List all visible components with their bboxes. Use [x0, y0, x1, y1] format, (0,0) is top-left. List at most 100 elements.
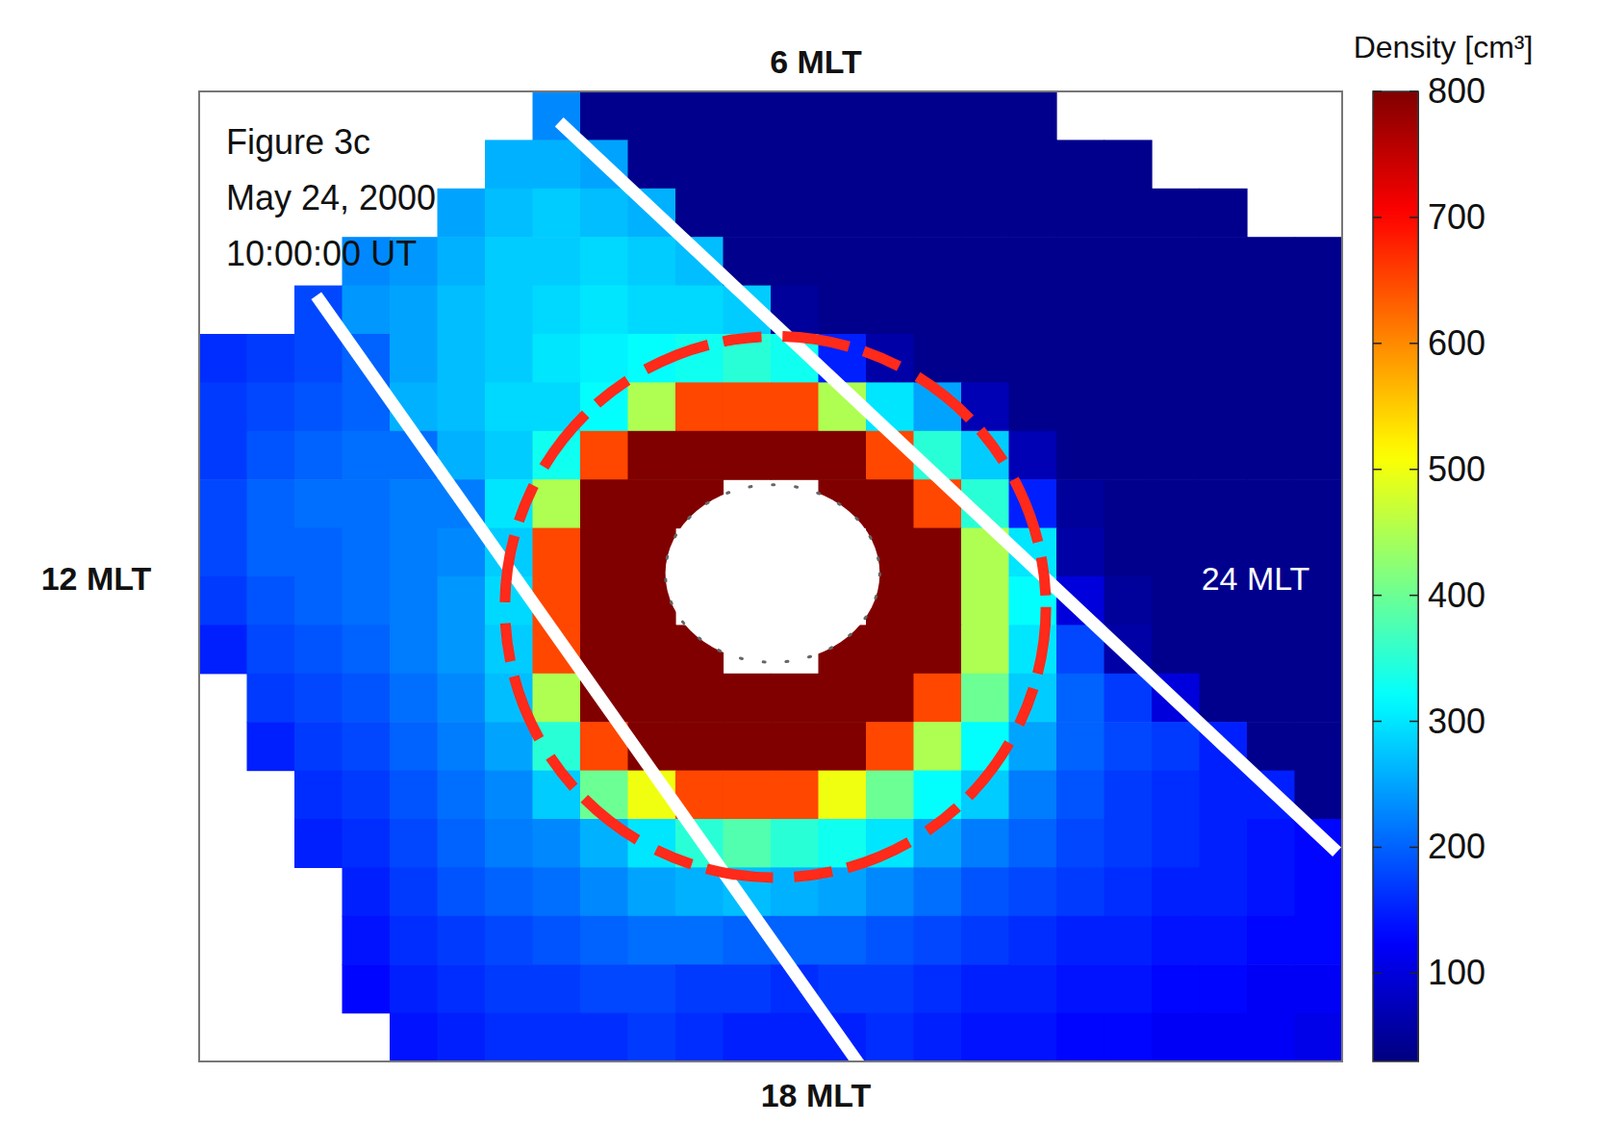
heatmap-cell	[1199, 673, 1248, 723]
heatmap-cell	[342, 479, 391, 529]
heatmap-cell	[580, 285, 629, 335]
heatmap-cell	[818, 91, 867, 141]
heatmap-cell	[1151, 964, 1200, 1014]
heatmap-cell	[342, 915, 391, 966]
heatmap-cell	[628, 479, 677, 529]
heatmap-cell	[675, 721, 724, 771]
heatmap-cell	[342, 431, 391, 481]
heatmap-cell	[437, 381, 486, 432]
heatmap-cell	[1056, 285, 1105, 335]
heatmap-cell	[1151, 381, 1200, 432]
colorbar-tick-label: 400	[1427, 575, 1486, 615]
heatmap-cell	[484, 915, 534, 966]
colorbar-tick-mark	[1372, 342, 1382, 345]
heatmap-cell	[437, 721, 486, 771]
heatmap-cell	[247, 576, 296, 626]
heatmap-cell	[865, 236, 915, 286]
heatmap-cell	[770, 91, 819, 141]
heatmap-cell	[628, 964, 677, 1014]
heatmap-cell	[484, 1013, 534, 1062]
heatmap-cell	[675, 673, 724, 723]
heatmap-cell	[484, 285, 534, 335]
heatmap-cell	[675, 381, 724, 432]
heatmap-cell	[1104, 818, 1153, 868]
heatmap-cell	[961, 333, 1010, 383]
heatmap-cell	[961, 576, 1010, 626]
heatmap-cell	[389, 479, 438, 529]
heatmap-cell	[484, 236, 534, 286]
colorbar-tick: 400	[1418, 575, 1486, 615]
heatmap-cell	[961, 673, 1010, 723]
colorbar-axis: 100200300400500600700800	[1418, 71, 1486, 1062]
heatmap-cell	[1151, 721, 1200, 771]
heatmap-cell	[675, 964, 724, 1014]
heatmap-cell	[628, 624, 677, 674]
heatmap-cell	[437, 673, 486, 723]
heatmap-cell	[389, 866, 438, 916]
heatmap-cell	[1104, 866, 1153, 916]
heatmap-cell	[770, 139, 819, 189]
heatmap-cell	[484, 381, 534, 432]
heatmap-cell	[961, 1013, 1010, 1062]
heatmap-cell	[914, 673, 963, 723]
heatmap-cell	[1009, 721, 1058, 771]
heatmap-cell	[628, 91, 677, 141]
heatmap-cell	[1151, 624, 1200, 674]
colorbar-tick-mark	[1409, 90, 1419, 93]
heatmap-cell	[389, 818, 438, 868]
heatmap-cell	[389, 770, 438, 820]
heatmap-cell	[580, 964, 629, 1014]
chart-root: Figure 3cMay 24, 200010:00:00 UT6 MLT12 …	[0, 0, 1600, 1124]
plot-frame	[199, 91, 1343, 1062]
heatmap-cell	[247, 431, 296, 481]
heatmap-cell	[1056, 673, 1105, 723]
heatmap-cell	[770, 431, 819, 481]
heatmap-cell	[1151, 576, 1200, 626]
heatmap-cell	[770, 188, 819, 238]
heatmap-cell	[247, 528, 296, 578]
heatmap-cell	[1246, 673, 1296, 723]
colorbar-tick-label: 100	[1427, 952, 1486, 992]
heatmap-cell	[961, 381, 1010, 432]
heatmap-cell	[484, 431, 534, 481]
heatmap-cell	[389, 624, 438, 674]
heatmap-cell	[1295, 721, 1344, 771]
heatmap-cell	[723, 673, 772, 723]
heatmap-cell	[1295, 479, 1344, 529]
heatmap-cell	[437, 624, 486, 674]
heatmap-cell	[199, 333, 248, 383]
heatmap-cell	[914, 915, 963, 966]
heatmap-cell	[533, 673, 582, 723]
colorbar-tick-mark	[1372, 468, 1382, 471]
colorbar-tick: 600	[1418, 323, 1486, 363]
colorbar: 100200300400500600700800 Density [cm³]	[1353, 29, 1534, 1063]
heatmap-cell	[342, 866, 391, 916]
heatmap-cell	[961, 624, 1010, 674]
heatmap-cell	[342, 964, 391, 1014]
heatmap-cell	[533, 479, 582, 529]
heatmap-cell	[247, 333, 296, 383]
heatmap-cell	[1246, 333, 1296, 383]
heatmap-cell	[484, 818, 534, 868]
heatmap-cell	[818, 431, 867, 481]
mlt-label: 6 MLT	[769, 43, 863, 80]
heatmap-cell	[1104, 431, 1153, 481]
colorbar-tick-mark	[1409, 468, 1419, 471]
heatmap-cell	[914, 624, 963, 674]
heatmap-cell	[580, 528, 629, 578]
heatmap-cell	[1056, 964, 1105, 1014]
heatmap-cell	[1056, 528, 1105, 578]
heatmap-cell	[1009, 285, 1058, 335]
colorbar-title: Density [cm³]	[1353, 29, 1534, 65]
heatmap-cell	[294, 576, 343, 626]
heatmap-cell	[1104, 1013, 1153, 1062]
heatmap-cell	[1104, 139, 1153, 189]
heatmap-cell	[1151, 285, 1200, 335]
heatmap-cell	[533, 770, 582, 820]
heatmap-cell	[437, 818, 486, 868]
heatmap-cell	[818, 721, 867, 771]
heatmap-cell	[247, 624, 296, 674]
heatmap-cell	[914, 964, 963, 1014]
colorbar-tick-mark	[1372, 594, 1382, 597]
heatmap-cell	[1151, 866, 1200, 916]
